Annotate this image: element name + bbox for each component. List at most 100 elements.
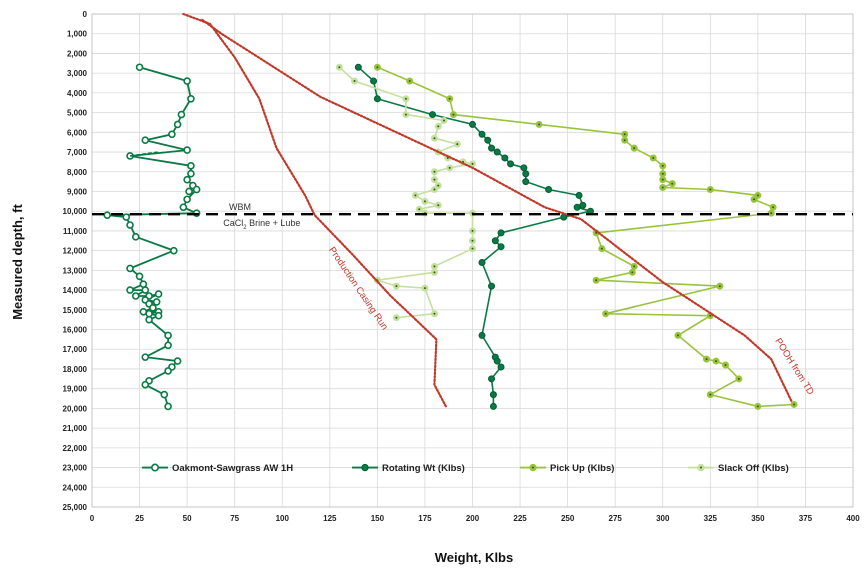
y-tick-label: 12,000 xyxy=(63,247,88,256)
data-point xyxy=(370,77,378,85)
data-point-center xyxy=(700,466,702,469)
data-point xyxy=(145,309,153,318)
data-point xyxy=(179,203,188,212)
data-point-center xyxy=(433,170,436,173)
data-point xyxy=(139,280,148,288)
y-tick-label: 4,000 xyxy=(67,89,88,98)
data-point xyxy=(173,357,182,365)
data-point-center xyxy=(623,139,626,142)
series-3 xyxy=(373,63,798,410)
x-tick-label: 300 xyxy=(656,514,670,523)
data-point xyxy=(168,130,176,139)
x-tick-label: 400 xyxy=(846,514,860,523)
y-tick-labels: 0 1,000 2,000 3,000 4,000 5,000 6,000 7,000 8,00… xyxy=(63,10,88,512)
data-point-center xyxy=(770,212,773,215)
data-point xyxy=(170,246,178,255)
y-tick-label: 13,000 xyxy=(63,266,88,275)
chart-legend: Oakmont-Sawgrass AW 1H Rotating Wt (Klbs)… xyxy=(142,463,789,474)
data-point-center xyxy=(718,285,721,288)
data-point-center xyxy=(414,194,417,197)
data-point-center xyxy=(600,247,603,250)
trend-line-1 xyxy=(182,12,447,408)
y-tick-label: 18,000 xyxy=(63,365,88,374)
data-point xyxy=(488,144,496,152)
data-point-center xyxy=(724,364,727,367)
y-tick-label: 19,000 xyxy=(63,385,88,394)
data-point-center xyxy=(418,208,421,211)
data-point xyxy=(141,353,150,361)
data-point-center xyxy=(715,360,718,363)
x-tick-label: 0 xyxy=(90,514,95,523)
data-point-center xyxy=(433,188,436,191)
data-point-center xyxy=(471,239,474,242)
data-point xyxy=(478,331,486,339)
brine-label: CaCl2 Brine + Lube xyxy=(223,218,300,231)
x-tick-label: 350 xyxy=(751,514,765,523)
series-line xyxy=(357,66,591,407)
data-point-center xyxy=(623,133,626,136)
series-2 xyxy=(354,63,594,410)
data-point-center xyxy=(661,186,664,189)
legend-label: Oakmont-Sawgrass AW 1H xyxy=(172,463,293,474)
legend-label: Pick Up (Klbs) xyxy=(550,463,614,474)
data-point-center xyxy=(661,178,664,181)
data-point xyxy=(354,63,362,71)
data-point xyxy=(154,290,163,298)
data-point-center xyxy=(737,377,740,380)
data-point xyxy=(493,148,501,156)
data-point xyxy=(141,286,150,294)
data-point xyxy=(522,178,530,186)
plot-border xyxy=(91,13,854,508)
data-point-center xyxy=(338,66,341,69)
data-point-center xyxy=(756,194,759,197)
y-tick-label: 20,000 xyxy=(63,404,88,413)
data-point xyxy=(520,164,528,172)
wbm-label: WBM xyxy=(229,202,251,212)
data-point-center xyxy=(471,229,474,232)
data-point xyxy=(192,185,201,194)
y-tick-label: 9,000 xyxy=(67,187,88,196)
data-point xyxy=(177,110,186,119)
data-point xyxy=(154,311,163,320)
y-tick-label: 22,000 xyxy=(63,444,88,453)
y-tick-label: 1,000 xyxy=(67,30,88,39)
data-point xyxy=(478,258,486,266)
y-tick-label: 10,000 xyxy=(63,207,88,216)
x-tick-label: 200 xyxy=(466,514,480,523)
x-tick-label: 275 xyxy=(609,514,623,523)
data-point-center xyxy=(661,164,664,167)
data-point-center xyxy=(753,198,756,201)
data-point-center xyxy=(448,97,451,100)
data-point xyxy=(187,162,195,170)
data-point xyxy=(187,169,195,178)
data-point xyxy=(173,120,182,129)
y-tick-label: 3,000 xyxy=(67,69,88,78)
data-point-center xyxy=(793,403,796,406)
legend-item-3: Pick Up (Klbs) xyxy=(520,463,614,474)
data-point xyxy=(361,463,369,472)
data-point xyxy=(522,170,530,178)
data-point-center xyxy=(423,200,426,203)
data-point xyxy=(122,213,131,221)
x-tick-label: 325 xyxy=(704,514,718,523)
y-tick-label: 16,000 xyxy=(63,326,88,335)
data-point xyxy=(141,380,150,389)
data-point-center xyxy=(604,312,607,315)
data-point xyxy=(135,272,144,281)
legend-item-4: Slack Off (Klbs) xyxy=(688,463,789,474)
data-point-center xyxy=(676,334,679,337)
data-point xyxy=(152,298,161,306)
data-point xyxy=(575,191,583,199)
y-tick-label: 2,000 xyxy=(67,49,88,58)
series-layer xyxy=(103,63,798,411)
data-point xyxy=(126,286,134,294)
y-axis-title: Measured depth, ft xyxy=(10,204,25,320)
data-point xyxy=(187,94,195,103)
data-point xyxy=(573,203,581,211)
data-point xyxy=(579,201,587,209)
y-tick-label: 5,000 xyxy=(67,109,88,118)
y-tick-label: 17,000 xyxy=(63,345,88,354)
x-tick-label: 50 xyxy=(183,514,192,523)
legend-label: Slack Off (Klbs) xyxy=(718,463,789,474)
